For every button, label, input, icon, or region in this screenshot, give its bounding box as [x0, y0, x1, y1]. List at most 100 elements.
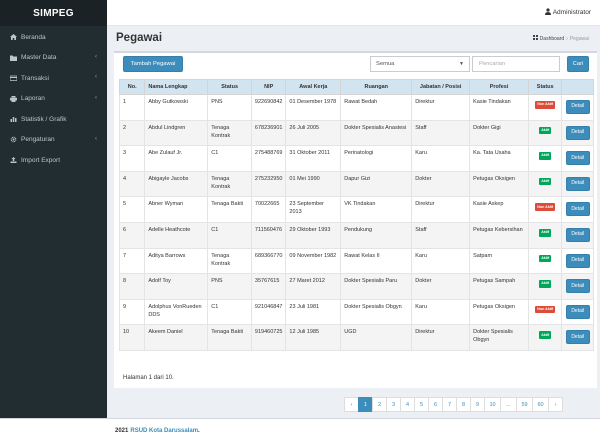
cell-no: 1 [118, 94, 146, 121]
cell-ruangan: UGD [340, 324, 413, 351]
cell-nip: 275488769 [250, 145, 287, 172]
app-brand[interactable]: SIMPEG [0, 0, 107, 26]
table-row: 3 Abe Zulauf Jr. C1 275488769 31 Oktober 201… [118, 145, 594, 172]
pagination-page[interactable]: 3 [386, 397, 401, 412]
footer-org-link[interactable]: RSUD Kota Darussalam [130, 427, 199, 434]
print-icon [8, 95, 18, 102]
cell-no: 2 [118, 119, 146, 147]
pagination-page[interactable]: 9 [470, 397, 485, 412]
detail-button[interactable]: Detail [565, 253, 590, 268]
column-header: Status [527, 79, 563, 95]
pagination-page[interactable]: 10 [484, 397, 501, 412]
cell-nama: Aditya Barrows [144, 247, 209, 275]
cell-nama: Adelle Heathcote [144, 221, 209, 249]
cell-action: Detail [561, 145, 594, 172]
status-badge: Non Aktif [535, 305, 556, 314]
table-row: 2 Abdul Lindgren Tenaga Kontrak 678236901 26… [118, 119, 594, 147]
cell-awal: 01 Mei 1990 [285, 170, 342, 198]
status-badge: Aktif [539, 177, 552, 186]
detail-button[interactable]: Detail [565, 304, 590, 319]
cell-ruangan: Dokter Spesialis Anastesi [340, 119, 413, 147]
pagination-next[interactable]: › [548, 397, 563, 412]
detail-button[interactable]: Detail [565, 330, 590, 345]
pagination-prev[interactable]: ‹ [344, 397, 359, 412]
cell-status: Tenaga Kontrak [207, 119, 252, 147]
user-menu[interactable]: Administrator [544, 8, 591, 17]
cell-awal: 01 Desember 1978 [285, 94, 342, 121]
detail-button[interactable]: Detail [565, 100, 590, 114]
search-input[interactable]: Pencarian [472, 56, 560, 72]
cell-awal: 09 November 1982 [285, 247, 342, 275]
table-row: 1 Abby Gutkowski PNS 922690842 01 Desember 1… [118, 94, 594, 121]
cell-ruangan: Dapur Gizi [340, 170, 413, 198]
cell-nama: Akeem Daniel [144, 324, 209, 351]
cell-awal: 27 Maret 2012 [285, 273, 342, 300]
footer-suffix: . [198, 427, 200, 434]
sidebar-item-transaksi[interactable]: Transaksi ‹ [0, 68, 107, 89]
cell-no: 3 [118, 145, 146, 172]
add-employee-button[interactable]: Tambah Pegawai [123, 56, 183, 72]
cell-jabatan: Direktur [411, 94, 471, 121]
sidebar-item-laporan[interactable]: Laporan ‹ [0, 89, 107, 110]
sidebar-item-statistik-grafik[interactable]: Statistik / Grafik [0, 109, 107, 130]
table-row: 8 Adolf Toy PNS 35767615 27 Maret 2012 Dokter… [118, 273, 594, 300]
cell-jabatan: Staff [411, 119, 471, 147]
pagination-page[interactable]: 4 [400, 397, 415, 412]
sidebar-item-label: Laporan [21, 95, 45, 103]
detail-button[interactable]: Detail [565, 227, 590, 242]
cell-nama: Abe Zulauf Jr. [144, 145, 209, 172]
pagination-page[interactable]: 59 [516, 397, 533, 412]
cell-status: Tenaga Kontrak [207, 247, 252, 275]
bar-chart-icon [8, 116, 18, 123]
page-summary: Halaman 1 dari 10. [123, 375, 174, 381]
pagination-page[interactable]: 2 [372, 397, 387, 412]
search-button[interactable]: Cari [567, 56, 589, 72]
sidebar-item-beranda[interactable]: Beranda [0, 27, 107, 48]
cell-nama: Adolf Toy [144, 273, 209, 300]
cell-ruangan: Dokter Spesialis Obgyn [340, 298, 413, 326]
cell-profesi: Petugas Sampah [469, 273, 529, 300]
user-name: Administrator [552, 9, 591, 16]
footer: 2021 RSUD Kota Darussalam . [0, 418, 600, 442]
status-filter-select[interactable]: Semua ▼ [370, 56, 470, 72]
cell-nama: Abby Gutkowski [144, 94, 209, 121]
pagination-page[interactable]: 1 [358, 397, 373, 412]
sidebar-item-label: Transaksi [21, 74, 49, 82]
pagination-page[interactable]: 7 [442, 397, 457, 412]
detail-button[interactable]: Detail [565, 125, 590, 140]
sidebar-item-master-data[interactable]: Master Data ‹ [0, 48, 107, 69]
pagination-page[interactable]: 6 [428, 397, 443, 412]
cell-status: Tenaga Bakti [207, 196, 252, 223]
table-row: 4 Abigayle Jacobs Tenaga Kontrak 275232950 0… [118, 170, 594, 198]
detail-button[interactable]: Detail [565, 202, 590, 217]
cell-action: Detail [561, 196, 594, 223]
sidebar-item-import-export[interactable]: Import Export [0, 150, 107, 171]
pagination-page[interactable]: 5 [414, 397, 429, 412]
detail-button[interactable]: Detail [565, 151, 590, 166]
detail-button[interactable]: Detail [565, 176, 590, 191]
cell-jabatan: Direktur [411, 324, 471, 351]
cell-awal: 31 Oktober 2011 [285, 145, 342, 172]
breadcrumb-home[interactable]: Dashboard [539, 35, 565, 42]
sidebar-item-pengaturan[interactable]: Pengaturan ‹ [0, 130, 107, 151]
chevron-left-icon: ‹ [95, 53, 97, 60]
cell-ruangan: Dokter Spesialis Paru [340, 273, 413, 300]
upload-icon [8, 157, 18, 164]
cell-status: Tenaga Bakti [207, 324, 252, 351]
cell-awal: 12 Juli 1985 [285, 324, 342, 351]
detail-button[interactable]: Detail [565, 279, 590, 294]
column-header: Awal Kerja [285, 79, 342, 95]
table-header-row: No. Nama Lengkap Status NIP Awal Kerja Ruanga… [118, 79, 594, 95]
cell-action: Detail [561, 221, 594, 249]
cell-no: 10 [118, 324, 146, 351]
content-wrapper: Pegawai Dashboard › Pegawai Tambah Pegaw… [107, 26, 600, 418]
cell-status: PNS [207, 94, 252, 121]
cell-activity: Aktif [527, 145, 563, 172]
cell-activity: Aktif [527, 273, 563, 300]
chevron-left-icon: ‹ [95, 94, 97, 101]
cell-status: C1 [207, 221, 252, 249]
page-title: Pegawai [116, 32, 163, 44]
cell-nip: 919460725 [250, 324, 287, 351]
pagination-page[interactable]: 60 [532, 397, 549, 412]
pagination-page[interactable]: 8 [456, 397, 471, 412]
